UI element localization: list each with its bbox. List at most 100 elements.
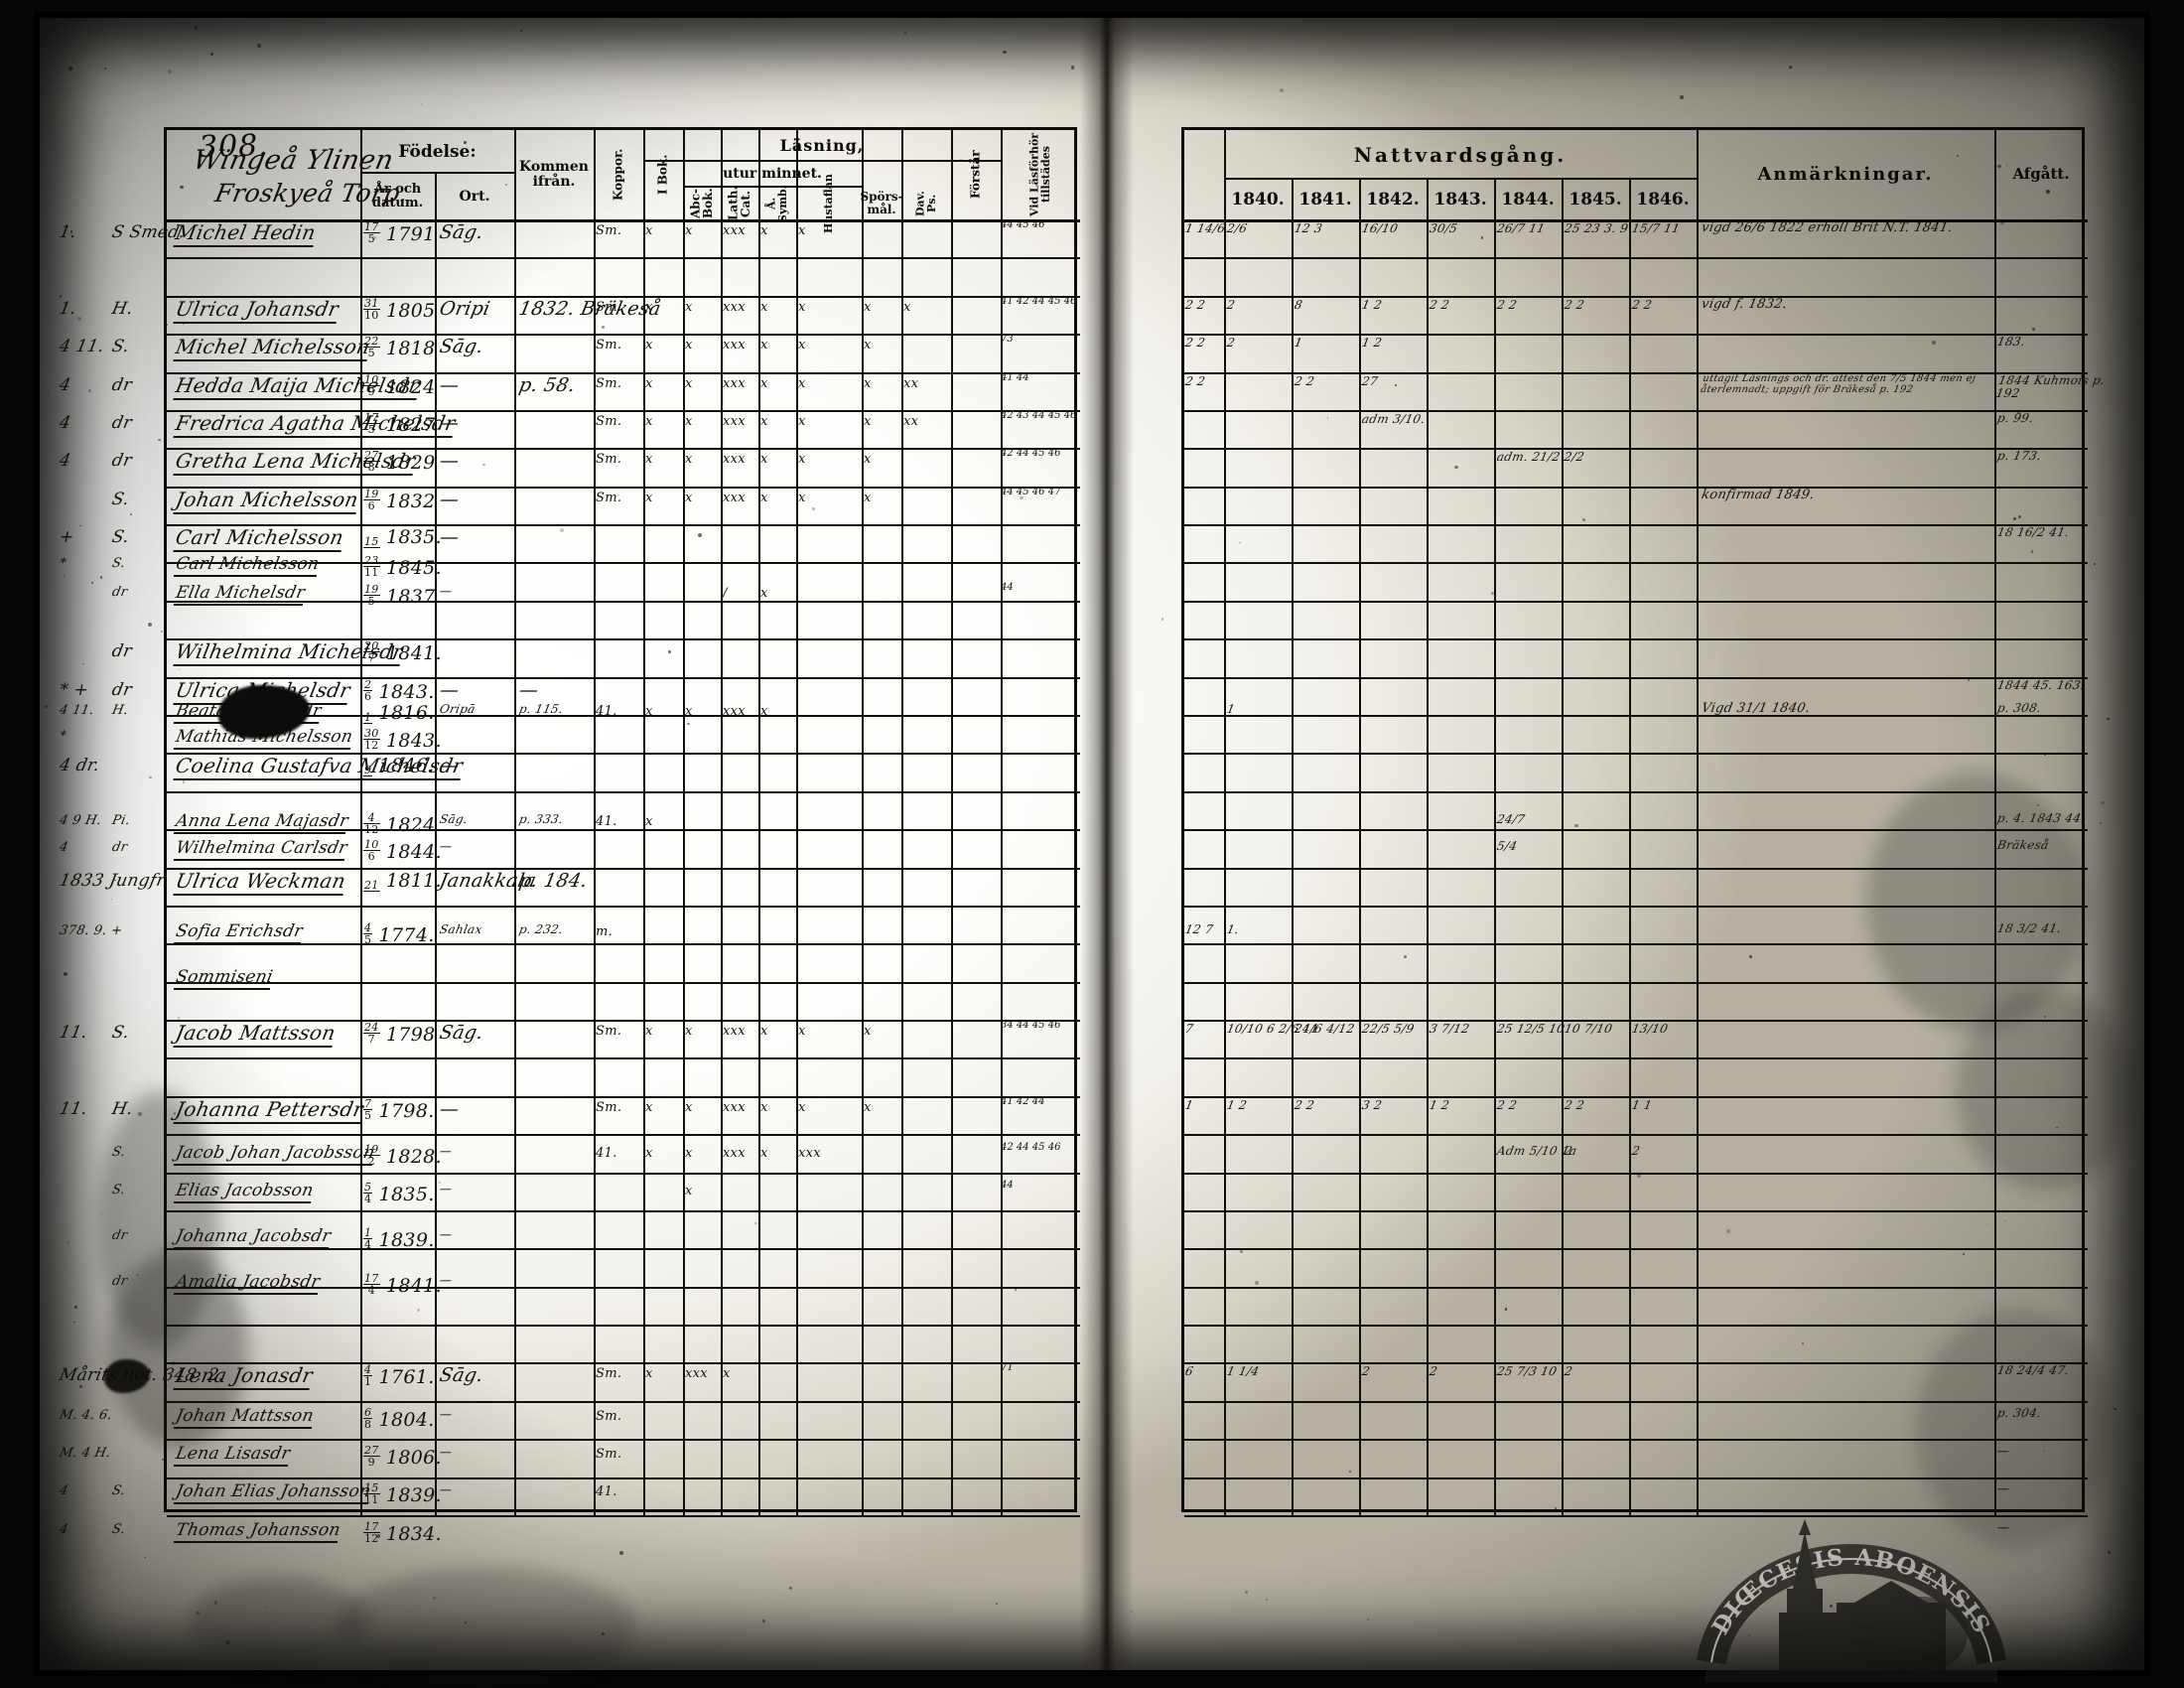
row-reading-3-0: Sm.: [596, 375, 622, 391]
paper-speck: [2100, 821, 2103, 824]
row-reading-1-0: Sm.: [596, 299, 622, 315]
row-communion-2-0: 2 2: [1183, 336, 1207, 351]
row-reading-1-5: x: [798, 299, 806, 315]
paper-speck: [2107, 717, 2110, 721]
row-reading-4-7: xx: [903, 413, 919, 429]
row-birth-22: 19 2 1828.: [363, 1142, 442, 1168]
row-birth-4: 17 5 1827: [363, 410, 436, 436]
row-reading-1-2: x: [685, 299, 693, 315]
paper-speck: [463, 140, 467, 144]
row-communion-21-7: 1 1: [1630, 1097, 1654, 1112]
row-communion-0-4: 30/5: [1428, 221, 1459, 235]
row-departed-2: 183.: [1995, 335, 2027, 350]
row-reading-2-3: xxx: [723, 338, 746, 353]
row-communion-21-5: 2 2: [1495, 1097, 1519, 1112]
row-birthplace-20: Sāg.: [437, 1022, 485, 1045]
row-reading-9-3: /: [723, 585, 728, 601]
row-attended-3: 41 44: [1001, 371, 1029, 383]
row-name-19: Sommiseni: [173, 967, 275, 991]
row-communion-3-2: 2 2: [1293, 373, 1316, 388]
paper-smudge: [338, 1567, 635, 1686]
row-margin-note-30: 4: [58, 1521, 70, 1537]
row-name-0: Michel Hedin: [173, 220, 319, 247]
paper-speck: [1003, 50, 1007, 55]
row-margin-note-7: +: [58, 527, 76, 548]
row-margin-note-20: 11.: [58, 1023, 89, 1044]
row-reading-6-4: x: [760, 490, 768, 505]
col-header-smallpox: Koppor.: [594, 130, 643, 219]
row-birth-10: 20 7 1841.: [363, 639, 442, 665]
paper-speck: [79, 1385, 82, 1388]
paper-speck: [79, 525, 81, 527]
col-header-year-4-label: 1844.: [1501, 189, 1555, 210]
row-communion-1-0: 2 2: [1183, 297, 1207, 312]
paper-speck: [1254, 1281, 1259, 1285]
row-birth-20: 24 7 1798: [363, 1021, 436, 1047]
col-header-communion: Nattvardsgång.: [1224, 134, 1697, 178]
household-heading-line-2: Froskyeå Torp.: [212, 179, 411, 208]
col-header-year-2-label: 1842.: [1366, 189, 1420, 210]
row-relation-6: S.: [110, 489, 131, 509]
table-rule-horizontal: [167, 1209, 1080, 1212]
col-header-smallpox-label: Koppor.: [611, 148, 625, 202]
col-header-attended: Vid Läsförhör tillstädes: [1001, 130, 1080, 219]
row-birth-16: 10 6 1844.: [363, 837, 442, 863]
paper-speck: [959, 159, 962, 162]
row-reading-21-4: x: [760, 1099, 768, 1115]
paper-speck: [1454, 465, 1458, 469]
paper-speck: [2108, 1550, 2111, 1554]
row-reading-0-1: x: [645, 223, 653, 238]
row-reading-6-3: xxx: [723, 490, 746, 505]
row-reading-4-1: x: [645, 413, 653, 429]
row-communion-20-2: 24/6 4/12: [1293, 1022, 1356, 1037]
row-reading-3-4: x: [760, 375, 768, 391]
row-reading-5-6: x: [864, 452, 872, 468]
row-reading-0-5: x: [798, 223, 806, 238]
row-name-9: Ella Michelsdr: [173, 582, 307, 606]
row-communion-1-3: 1 2: [1360, 297, 1384, 312]
row-name-8: Carl Michelsson: [173, 553, 322, 577]
paper-speck: [601, 20, 603, 23]
book-spread: 308. Födelse: År och datum. Ort. Kommen ifr…: [40, 18, 2144, 1686]
table-rule-horizontal: [1184, 600, 2088, 603]
row-margin-note-2: 4 11.: [58, 337, 106, 357]
row-reading-28-0: Sm.: [596, 1447, 622, 1463]
paper-speck: [1238, 541, 1241, 544]
col-header-sporsmal: Spörs- mål.: [860, 188, 902, 219]
paper-speck: [505, 184, 508, 186]
table-rule-horizontal: [167, 1134, 1080, 1137]
table-rule-horizontal: [167, 1325, 1080, 1328]
row-communion-5-5: adm. 21/2 2/2: [1495, 450, 1586, 465]
row-reading-22-3: xxx: [723, 1145, 746, 1161]
row-reading-0-2: x: [685, 223, 693, 238]
paper-speck: [1932, 341, 1936, 345]
row-communion-3-3: 27: [1360, 373, 1380, 388]
paper-speck: [182, 323, 184, 325]
row-reading-20-2: x: [685, 1024, 693, 1040]
row-attended-21: 41 42 44: [1001, 1095, 1045, 1107]
row-reading-21-5: x: [798, 1099, 806, 1115]
row-communion-20-6: 10 7/10: [1563, 1022, 1614, 1037]
row-reading-2-1: x: [645, 338, 653, 353]
table-rule-horizontal: [1184, 1248, 2088, 1251]
paper-speck: [45, 704, 48, 708]
col-header-reading: Läsning,: [643, 132, 1001, 160]
col-header-a-symb-label: Å. Symb.: [764, 185, 789, 222]
row-reading-4-6: x: [864, 413, 872, 429]
row-reading-5-1: x: [645, 452, 653, 468]
col-header-in-book: I Bok.: [643, 130, 683, 219]
row-relation-16: dr: [110, 839, 129, 855]
paper-speck: [1657, 1611, 1659, 1613]
paper-speck: [849, 29, 851, 31]
table-rule-horizontal: [167, 1477, 1080, 1479]
row-communion-20-5: 25 12/5 10: [1495, 1022, 1567, 1037]
row-name-2: Michel Michelsson: [173, 335, 372, 362]
row-reading-3-6: x: [864, 375, 872, 391]
col-header-year-3-label: 1843.: [1433, 189, 1487, 210]
row-reading-5-4: x: [760, 452, 768, 468]
table-rule-horizontal: [167, 1400, 1080, 1403]
row-reading-1-7: x: [903, 299, 911, 315]
row-birth-1: 31 10 1805: [363, 296, 436, 322]
row-birth-9: 19 5 1837.: [363, 582, 442, 608]
